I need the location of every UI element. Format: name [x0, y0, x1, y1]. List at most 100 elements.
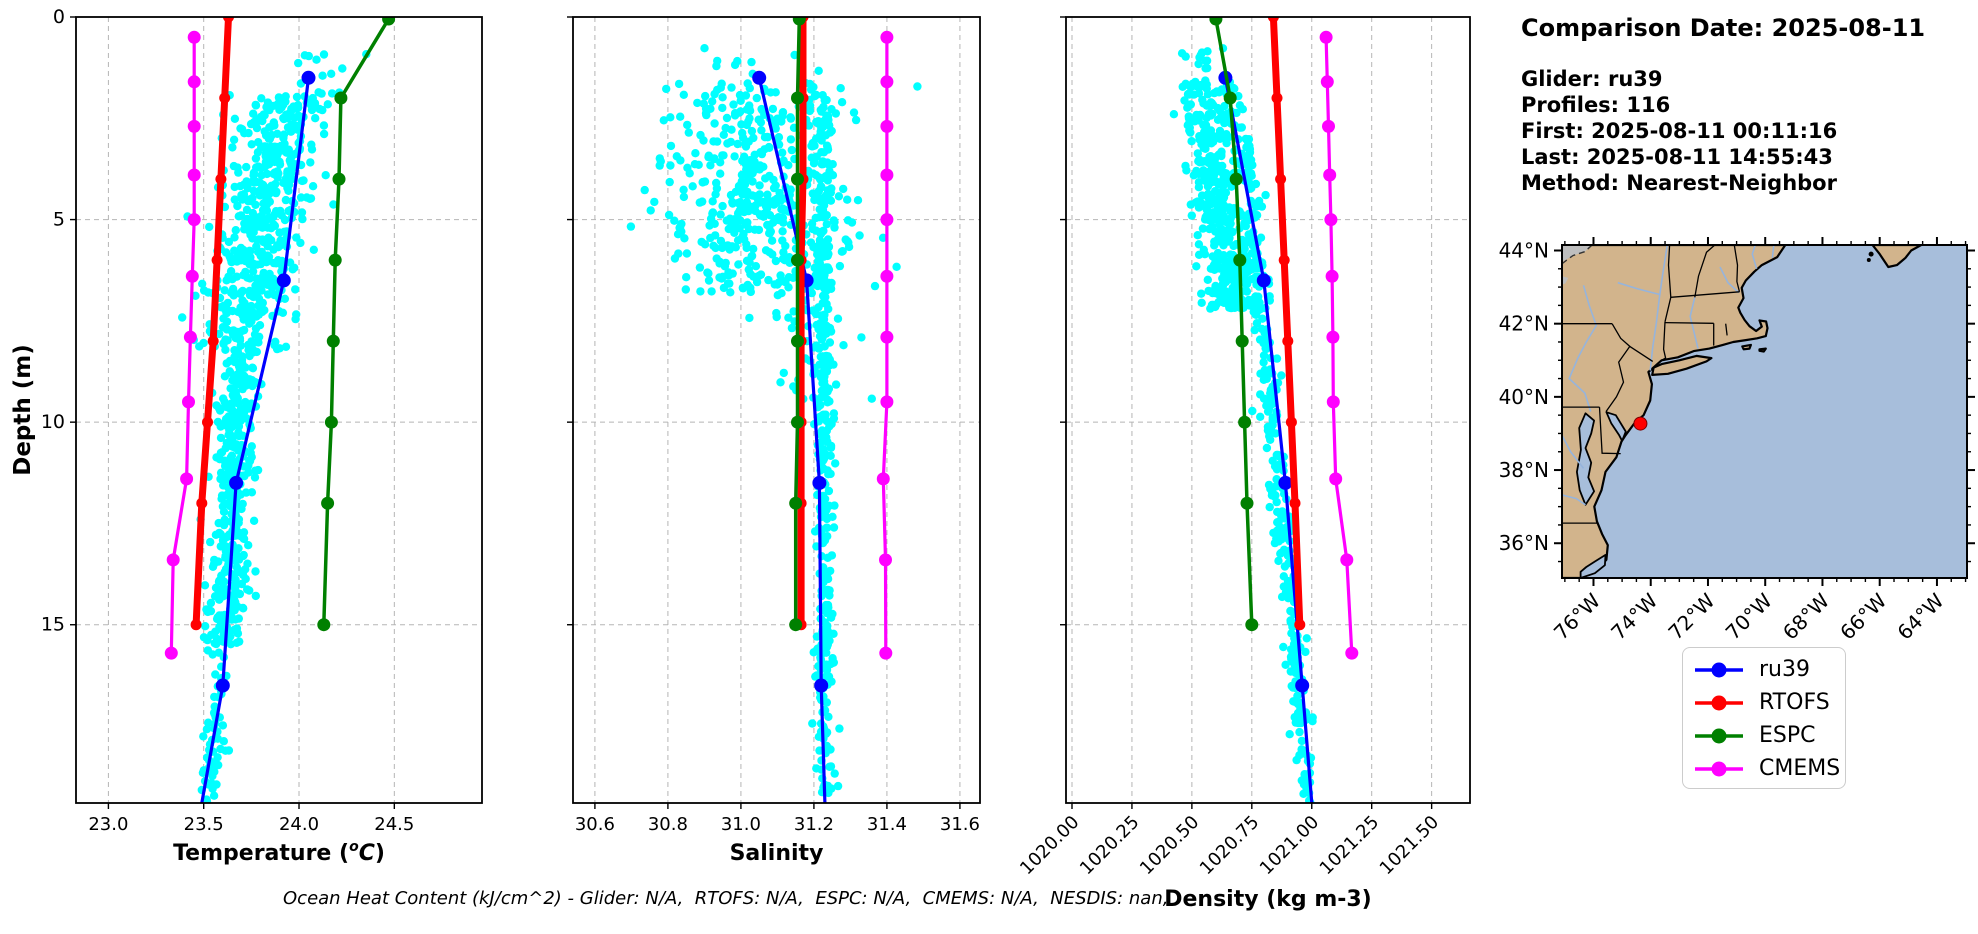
map-river [1751, 245, 1758, 270]
map-lon-label: 70°W [1721, 588, 1777, 644]
info-panel: Comparison Date: 2025-08-11 [1521, 14, 1925, 42]
legend-line-ru39-icon [1695, 662, 1743, 677]
map-island [1651, 354, 1713, 376]
map-lon-label: 74°W [1606, 588, 1662, 644]
svg-text:1020.50: 1020.50 [1136, 812, 1203, 879]
legend-line-rtofs-icon [1695, 695, 1743, 710]
svg-text:30.8: 30.8 [648, 814, 688, 835]
series-ESPC [317, 17, 396, 632]
series-RTOFS [1267, 17, 1306, 631]
map-lat-label: 42°N [1499, 312, 1549, 336]
series-CMEMS [1319, 30, 1359, 660]
map-border [1660, 321, 1667, 362]
map-lon-label: 64°W [1892, 588, 1948, 644]
series-ESPC [789, 17, 806, 632]
svg-text:1020.75: 1020.75 [1196, 812, 1263, 879]
location-map: 76°W 74°W 72°W 70°W 68°W 66°W 64°W 44°N 42°N 40°N… [1499, 237, 1975, 645]
svg-text:31.4: 31.4 [867, 814, 907, 835]
svg-text:1020.00: 1020.00 [1016, 812, 1083, 879]
map-river [1562, 494, 1586, 506]
salinity-plot: 30.6 30.8 31.0 31.2 31.4 31.6 Salinity [567, 16, 981, 866]
svg-text:23.0: 23.0 [88, 814, 128, 835]
comparison-date: Comparison Date: 2025-08-11 [1521, 14, 1926, 42]
svg-text:15: 15 [41, 614, 65, 636]
map-border [1694, 245, 1716, 298]
map-border [1664, 321, 1714, 324]
map-border [1598, 407, 1621, 455]
map-island [1741, 343, 1752, 351]
map-bay [1576, 412, 1595, 506]
svg-text:23.5: 23.5 [184, 814, 224, 835]
map-lat-label: 36°N [1499, 531, 1549, 555]
svg-text:0: 0 [53, 6, 65, 28]
svg-text:24.0: 24.0 [279, 814, 319, 835]
svg-text:1021.25: 1021.25 [1316, 812, 1383, 879]
map-lon-label: 76°W [1549, 588, 1605, 644]
map-border [1670, 291, 1740, 298]
legend-label-ru39: ru39 [1759, 657, 1810, 682]
info-glider: Glider: ru39 [1521, 67, 1663, 91]
svg-text:31.2: 31.2 [794, 814, 834, 835]
map-lon-label: 68°W [1778, 588, 1834, 644]
svg-text:5: 5 [53, 209, 65, 231]
series-ESPC [1209, 17, 1259, 632]
info-method: Method: Nearest-Neighbor [1521, 171, 1837, 195]
series-ru39 [200, 70, 316, 803]
map-lat-label: 38°N [1499, 458, 1549, 482]
svg-text:31.6: 31.6 [940, 814, 980, 835]
density-plot: 1020.001020.251020.501020.751021.001021.… [1016, 16, 1471, 912]
map-lat-label: 40°N [1499, 385, 1549, 409]
map-bay [1605, 411, 1627, 442]
map-lon-label: 72°W [1663, 588, 1719, 644]
series-RTOFS [190, 17, 234, 631]
map-border [1725, 323, 1728, 336]
map-river [1562, 434, 1585, 469]
map-nodata [1562, 245, 1593, 262]
map-river [1771, 245, 1775, 258]
map-bay [1579, 554, 1607, 578]
ocean-heat-content-caption: Ocean Heat Content (kJ/cm^2) - Glider: N… [283, 888, 1169, 909]
map-border [1733, 245, 1741, 292]
legend-line-espc-icon [1695, 728, 1743, 743]
legend-label-espc: ESPC [1759, 723, 1816, 748]
map-river [1649, 245, 1669, 371]
info-first: First: 2025-08-11 00:11:16 [1521, 119, 1838, 143]
legend-item-cmems: CMEMS [1693, 752, 1845, 785]
info-profiles: Profiles: 116 [1521, 93, 1671, 117]
legend-label-cmems: CMEMS [1759, 756, 1841, 781]
map-river [1617, 281, 1660, 296]
map-river [1719, 266, 1740, 294]
xlabel-salinity-plot: Salinity [730, 841, 824, 866]
glider-info: Glider: ru39 Profiles: 116 First: 2025-0… [1521, 66, 1837, 196]
map-lon-label: 66°W [1835, 588, 1891, 644]
map-river [1568, 285, 1598, 412]
series-CMEMS [876, 30, 894, 660]
legend: ru39 RTOFS ESPC CMEMS [1682, 647, 1846, 789]
legend-item-espc: ESPC [1693, 719, 1845, 752]
info-last: Last: 2025-08-11 14:55:43 [1521, 145, 1833, 169]
ylabel-depth: Depth (m) [10, 344, 36, 476]
svg-text:1021.50: 1021.50 [1376, 812, 1443, 879]
map-border [1664, 245, 1672, 322]
temperature-plot: 23.0 23.5 24.0 24.5 0 5 10 15 Temperature (oC) De… [10, 6, 483, 866]
map-border [1629, 345, 1654, 362]
legend-line-cmems-icon [1695, 761, 1743, 776]
svg-text:1020.25: 1020.25 [1076, 812, 1143, 879]
map-island [1758, 347, 1767, 353]
svg-text:24.5: 24.5 [374, 814, 414, 835]
svg-text:31.0: 31.0 [721, 814, 761, 835]
glider-scatter [178, 50, 371, 803]
legend-item-rtofs: RTOFS [1693, 686, 1845, 719]
map-river [1689, 297, 1699, 349]
glider-scatter [626, 44, 922, 798]
map-border [1605, 323, 1631, 412]
svg-text:30.6: 30.6 [575, 814, 615, 835]
svg-text:1021.00: 1021.00 [1256, 812, 1323, 879]
legend-item-ru39: ru39 [1693, 653, 1845, 686]
xlabel-temperature-plot: Temperature (oC) [173, 839, 385, 866]
legend-label-rtofs: RTOFS [1759, 690, 1830, 715]
svg-text:10: 10 [41, 411, 65, 433]
map-land [1562, 245, 1787, 578]
